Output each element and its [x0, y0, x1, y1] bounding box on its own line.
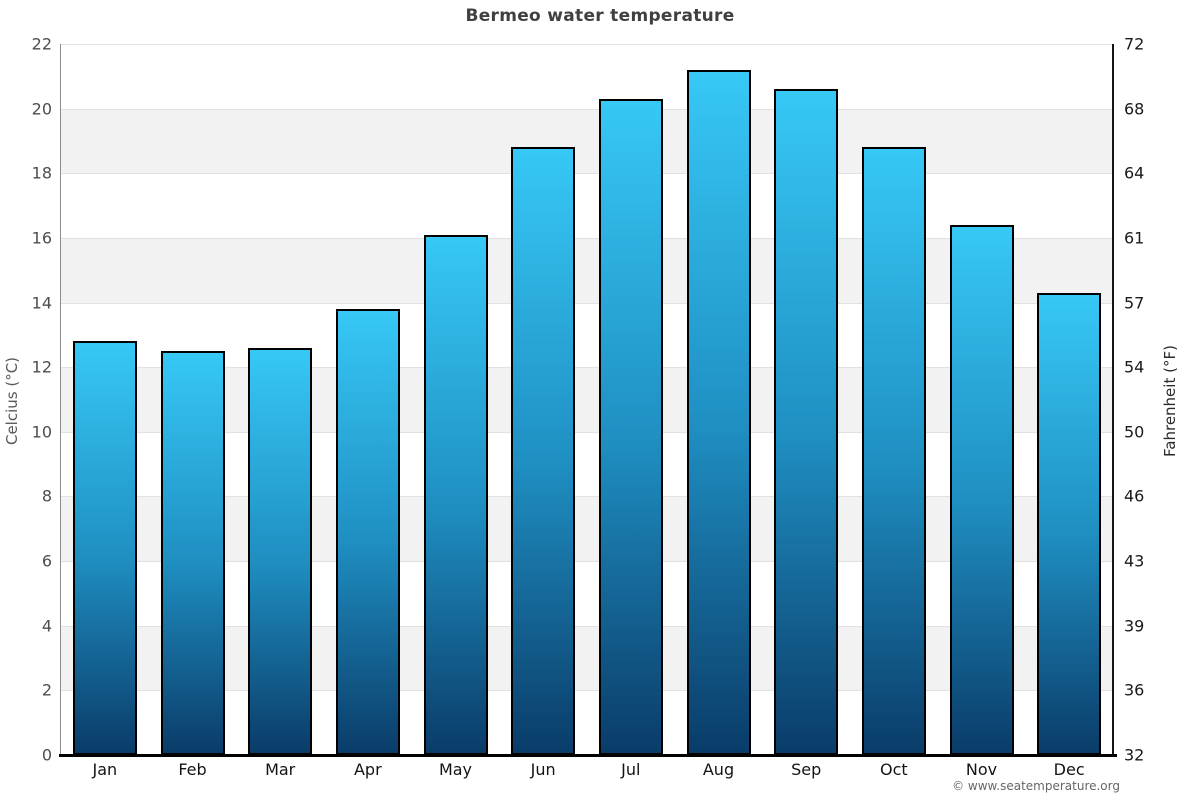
gridline — [61, 44, 1113, 45]
y-tick-celsius: 6 — [41, 551, 52, 571]
plot-band — [61, 173, 1113, 238]
y-tick-fahrenheit: 36 — [1124, 680, 1145, 700]
y-tick-celsius: 8 — [41, 486, 52, 506]
gridline — [61, 303, 1113, 304]
x-tick-month: Aug — [702, 760, 735, 779]
gridline — [61, 561, 1113, 562]
plot-band — [61, 44, 1113, 109]
x-axis-line — [59, 754, 1117, 757]
y-tick-celsius: 10 — [31, 422, 52, 442]
temperature-bar-aug[interactable] — [686, 69, 751, 755]
y-tick-fahrenheit: 57 — [1124, 293, 1145, 313]
temperature-bar-mar[interactable] — [248, 347, 313, 755]
x-tick-month: Dec — [1053, 760, 1085, 779]
plot-band — [61, 690, 1113, 755]
chart-title: Bermeo water temperature — [465, 6, 735, 26]
gridline — [61, 626, 1113, 627]
x-tick-month: Oct — [879, 760, 908, 779]
y-tick-celsius: 2 — [41, 680, 52, 700]
y-tick-fahrenheit: 72 — [1124, 34, 1145, 54]
gridline — [61, 367, 1113, 368]
y-tick-fahrenheit: 43 — [1124, 551, 1145, 571]
y-tick-fahrenheit: 39 — [1124, 616, 1145, 636]
y-axis-line-left — [60, 44, 61, 757]
gridline — [61, 173, 1113, 174]
temperature-bar-sep[interactable] — [774, 89, 839, 755]
temperature-bar-nov[interactable] — [949, 224, 1014, 755]
plot-band — [61, 496, 1113, 562]
y-tick-fahrenheit: 46 — [1124, 486, 1145, 506]
x-tick-month: Apr — [353, 760, 382, 779]
plot-band — [61, 108, 1113, 174]
copyright-text: © www.seatemperature.org — [952, 779, 1120, 793]
temperature-bar-apr[interactable] — [335, 309, 400, 755]
x-tick-month: Jun — [530, 760, 556, 779]
y-tick-fahrenheit: 68 — [1124, 99, 1145, 119]
y-tick-celsius: 18 — [31, 163, 52, 183]
temperature-bar-oct[interactable] — [861, 147, 926, 755]
x-tick-month: Jul — [621, 760, 641, 779]
plot-band — [61, 625, 1113, 691]
y-tick-celsius: 16 — [31, 228, 52, 248]
gridline — [61, 690, 1113, 691]
y-tick-celsius: 4 — [41, 616, 52, 636]
y-tick-fahrenheit: 64 — [1124, 163, 1145, 183]
temperature-bar-jan[interactable] — [72, 341, 137, 755]
plot-band — [61, 237, 1113, 303]
y-tick-fahrenheit: 32 — [1124, 745, 1145, 765]
x-tick-month: Feb — [178, 760, 207, 779]
x-tick-month: May — [438, 760, 473, 779]
y-tick-fahrenheit: 61 — [1124, 228, 1145, 248]
gridline — [61, 109, 1113, 110]
gridline — [61, 432, 1113, 433]
y-axis-line-right — [1112, 44, 1114, 755]
y-tick-celsius: 12 — [31, 357, 52, 377]
plot-band — [61, 367, 1113, 432]
y-tick-celsius: 14 — [31, 293, 52, 313]
plot-band — [61, 302, 1113, 368]
y-tick-celsius: 0 — [41, 745, 52, 765]
temperature-bar-jul[interactable] — [598, 98, 663, 755]
x-tick-month: Mar — [265, 760, 296, 779]
plot-band — [61, 431, 1113, 497]
gridline — [61, 238, 1113, 239]
gridline — [61, 496, 1113, 497]
y-tick-fahrenheit: 54 — [1124, 357, 1145, 377]
temperature-bar-jun[interactable] — [511, 147, 576, 755]
y-tick-fahrenheit: 50 — [1124, 422, 1145, 442]
plot-band — [61, 561, 1113, 626]
y-tick-celsius: 22 — [31, 34, 52, 54]
y-tick-celsius: 20 — [31, 99, 52, 119]
temperature-bar-feb[interactable] — [160, 351, 225, 755]
x-tick-month: Nov — [965, 760, 998, 779]
temperature-bar-dec[interactable] — [1037, 292, 1102, 755]
temperature-bar-may[interactable] — [423, 234, 488, 755]
x-tick-month: Sep — [791, 760, 822, 779]
x-tick-month: Jan — [92, 760, 118, 779]
